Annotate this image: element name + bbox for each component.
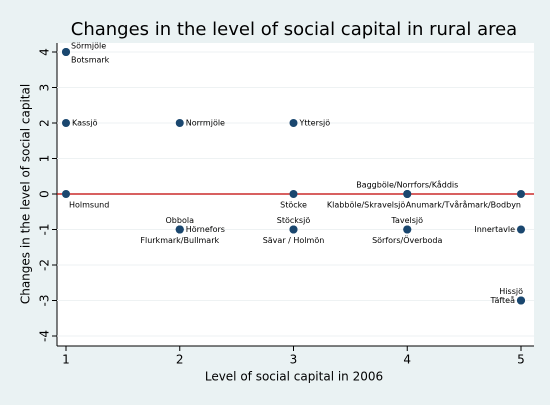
x-tick-label: 2	[176, 353, 184, 367]
y-tick-label: -3	[38, 295, 52, 307]
point-label: Innertavle	[474, 225, 515, 234]
point	[62, 119, 70, 127]
y-tick-label: 1	[38, 155, 52, 163]
point-label: Sävar / Holmön	[263, 236, 325, 245]
y-axis-title: Changes in the level of social capital	[19, 84, 33, 304]
point	[289, 190, 298, 198]
point-label: Anumark/Tvåråmark/Bodbyn	[406, 200, 521, 210]
point-label: Norrmjöle	[186, 119, 225, 128]
point	[289, 225, 298, 234]
x-tick-label: 3	[290, 353, 298, 367]
point-label: Stöcksjö	[277, 216, 311, 225]
point-label: Holmsund	[69, 201, 109, 210]
point	[403, 190, 412, 198]
point-label: Sörfors/Överboda	[372, 235, 442, 245]
point-label: Klabböle/Skravelsjö	[327, 201, 405, 210]
y-tick-label: -2	[38, 259, 52, 271]
point-label: Yttersjö	[299, 119, 331, 128]
point	[62, 190, 70, 198]
y-tick-label: 2	[38, 119, 52, 127]
point-label: Sörmjöle	[71, 42, 106, 51]
point	[517, 225, 525, 234]
x-tick-label: 5	[517, 353, 525, 367]
point-label: Hissjö	[499, 287, 523, 296]
chart-title: Changes in the level of social capital i…	[71, 19, 517, 40]
point-label: Botsmark	[71, 56, 110, 65]
point-label: Tavelsjö	[390, 216, 423, 225]
y-tick-label: -1	[38, 224, 52, 236]
point-label: Baggböle/Norrfors/Kåddis	[356, 180, 458, 190]
point-label: Kassjö	[72, 119, 98, 128]
point-label: Obbola	[166, 216, 195, 225]
point	[289, 119, 298, 127]
point-label: Stöcke	[280, 201, 307, 210]
y-tick-label: 3	[38, 84, 52, 92]
point	[517, 190, 525, 198]
point	[175, 225, 184, 234]
x-axis-title: Level of social capital in 2006	[205, 370, 383, 384]
x-tick-label: 1	[62, 353, 70, 367]
y-tick-label: 4	[38, 48, 52, 56]
y-tick-label: 0	[38, 190, 52, 198]
point-label: Hörnefors	[186, 225, 225, 234]
point	[62, 48, 70, 56]
point	[403, 225, 412, 234]
point	[517, 296, 525, 305]
point-label: Flurkmark/Bullmark	[140, 236, 219, 245]
x-tick-label: 4	[403, 353, 411, 367]
point-label: Täfteå	[490, 295, 516, 305]
point	[175, 119, 184, 127]
y-tick-label: -4	[38, 330, 52, 342]
